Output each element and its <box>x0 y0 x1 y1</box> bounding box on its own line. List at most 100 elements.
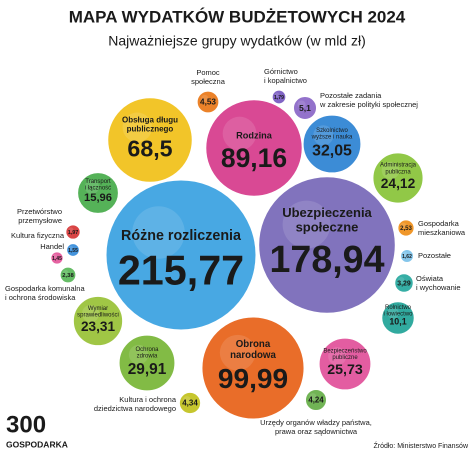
bubble-highlight <box>274 92 280 98</box>
bubble-label: i łowiectwo <box>383 312 413 318</box>
bubble <box>271 89 287 105</box>
bubble-label: publiczna <box>385 169 411 175</box>
value-label: 4,34 <box>182 399 198 408</box>
bubble <box>372 152 424 204</box>
bubble-highlight <box>381 161 400 180</box>
bubble <box>258 176 396 314</box>
bubble-label: Bezpieczeństwo <box>323 349 367 355</box>
bubble-label: Gospodarka <box>418 219 460 228</box>
bubble-highlight <box>200 94 209 103</box>
bubble-label: Obsługa długu <box>122 116 178 125</box>
bubble <box>77 172 119 214</box>
value-label: 1,79 <box>274 95 284 101</box>
bubble-label: Urzędy organów władzy państwa, <box>260 418 372 427</box>
value-label: 4,53 <box>200 98 216 107</box>
bubble <box>394 273 414 293</box>
bubble-label: Ubezpieczenia <box>282 205 372 220</box>
bubble <box>107 97 193 183</box>
bubble-label: narodowa <box>230 350 276 361</box>
bubble-highlight <box>219 334 256 371</box>
source: Źródło: Ministerstwo Finansów <box>373 441 468 450</box>
bubble <box>196 90 220 114</box>
bubble-highlight <box>62 269 69 276</box>
value-label: 4,24 <box>308 396 324 405</box>
bubble <box>105 179 257 331</box>
value-label: 29,91 <box>128 361 167 378</box>
value-label: 23,31 <box>81 319 115 334</box>
bubble-label: wyższe i nauka <box>311 134 353 140</box>
bubble-label: publicznego <box>127 125 174 134</box>
bubble <box>318 337 372 391</box>
bubble-highlight <box>387 307 399 319</box>
bubble-highlight <box>400 222 407 229</box>
bubble-label: Rodzina <box>236 130 273 140</box>
bubble-label: i ochrona środowiska <box>5 293 76 302</box>
bubble-label: Gospodarka komunalna <box>5 284 85 293</box>
bubble-label: Obrona <box>236 339 271 350</box>
bubble-label: Ochrona <box>135 347 159 353</box>
bubble <box>381 301 415 335</box>
bubble-label: mieszkaniowa <box>418 228 466 237</box>
value-label: 1,55 <box>68 248 78 254</box>
bubble-highlight <box>282 200 331 249</box>
bubble-label: i wychowanie <box>416 283 461 292</box>
bubble-highlight <box>81 304 100 323</box>
bubble-highlight <box>68 227 74 233</box>
bubble-highlight <box>183 396 191 404</box>
value-label: 178,94 <box>270 238 385 280</box>
value-label: 24,12 <box>381 176 416 191</box>
bubble <box>205 99 303 197</box>
bubble-label: Pozostałe zadania <box>320 91 382 100</box>
bubble <box>59 266 77 284</box>
value-label: 32,05 <box>312 142 352 159</box>
bubble-label: Różne rozliczenia <box>121 228 242 244</box>
bubble <box>292 95 318 121</box>
bubble-label: Górnictwo <box>264 67 298 76</box>
value-label: 68,5 <box>127 136 172 162</box>
bubble-label: Wymiar <box>88 306 108 312</box>
bubble-label: Pomoc <box>196 68 220 77</box>
bubble-label: prawa oraz sądownictwa <box>275 427 358 436</box>
bubble <box>72 295 124 347</box>
logo-number: 300 <box>6 411 46 438</box>
bubble-label: i kopalnictwo <box>264 76 307 85</box>
bubble-highlight <box>53 254 58 259</box>
value-label: 99,99 <box>218 363 288 394</box>
value-label: 15,96 <box>84 192 112 204</box>
bubble <box>66 243 80 257</box>
bubble-label: społeczne <box>296 219 359 234</box>
bubble-label: zdrowia <box>137 354 158 360</box>
bubble-highlight <box>222 116 257 151</box>
value-label: 5,1 <box>299 103 311 113</box>
chart-subtitle: Najważniejsze grupy wydatków (w mld zł) <box>108 33 366 49</box>
bubble-label: sprawiedliwości <box>77 312 119 318</box>
bubble-highlight <box>68 245 74 251</box>
bubble-label: Rolnictwo <box>385 305 412 311</box>
value-label: 215,77 <box>118 248 244 294</box>
bubble-label: i łączność <box>85 185 111 191</box>
bubble-label: Handel <box>40 242 64 251</box>
value-label: 1,97 <box>68 230 79 236</box>
bubble-highlight <box>309 393 317 401</box>
value-label: 3,29 <box>397 280 411 287</box>
bubble <box>178 391 202 415</box>
bubble-highlight <box>122 112 153 143</box>
bubble-label: Przetwórstwo <box>17 207 62 216</box>
bubble-highlight <box>297 100 306 109</box>
value-label: 25,73 <box>327 362 363 378</box>
logo-name: GOSPODARKA <box>6 439 68 449</box>
bubble-label: Administracja <box>380 163 417 169</box>
value-label: 2,38 <box>62 273 74 279</box>
bubble-highlight <box>328 347 347 366</box>
bubble-label: Pozostałe <box>418 251 451 260</box>
bubble-label: przemysłowe <box>18 216 62 225</box>
bubble <box>65 224 81 240</box>
bubble-label: dziedzictwa narodowego <box>94 404 176 413</box>
bubble-label: społeczna <box>191 77 226 86</box>
bubble-highlight <box>84 179 100 195</box>
bubble <box>304 388 328 412</box>
bubble <box>50 251 64 265</box>
bubble-label: Kultura i ochrona <box>119 395 177 404</box>
bubble <box>397 219 415 237</box>
